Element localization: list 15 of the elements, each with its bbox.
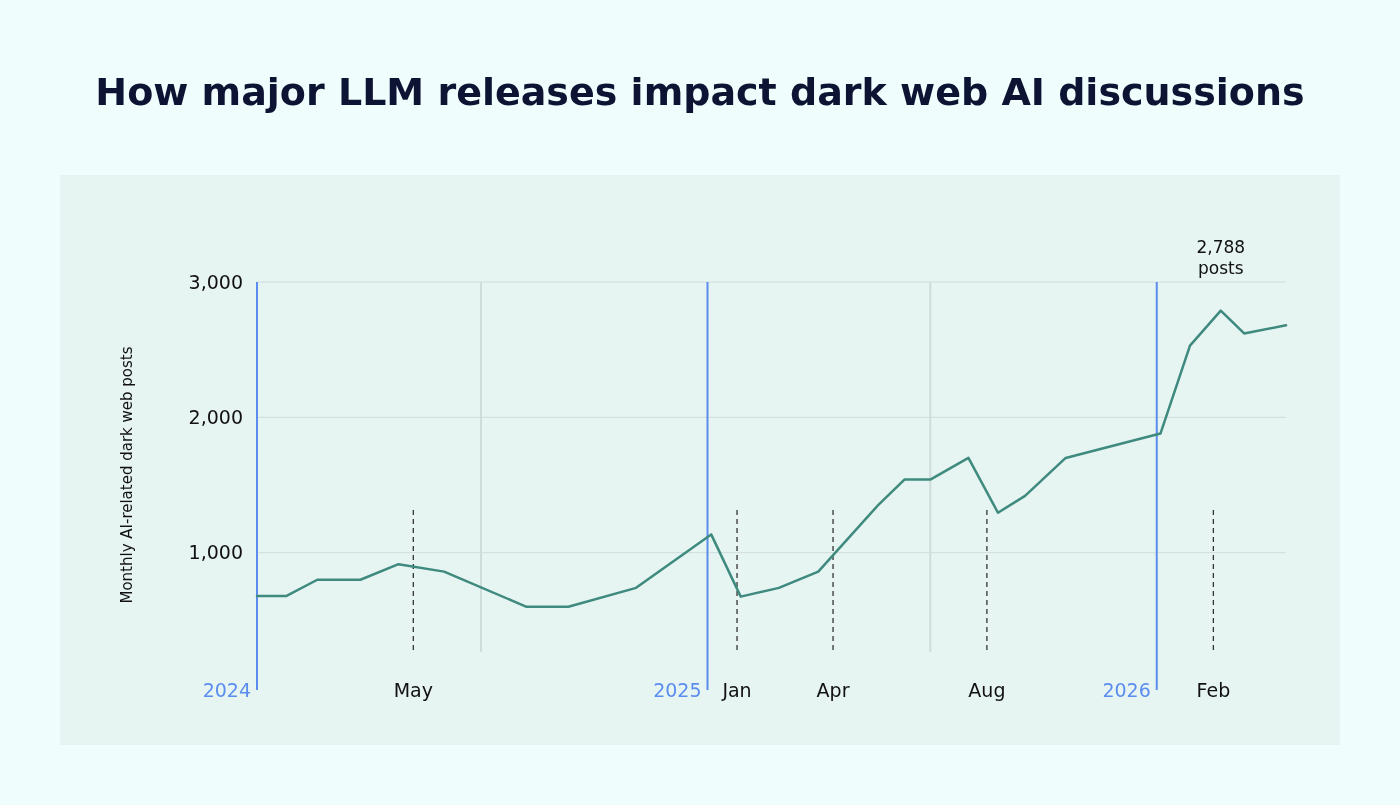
x-tick-label: Apr xyxy=(816,678,850,701)
ref-line-label: 2025 xyxy=(653,678,702,701)
y-axis-title: Monthly AI-related dark web posts xyxy=(118,346,136,604)
annotation: 2,788 posts xyxy=(1196,236,1246,278)
y-tick-label: 1,000 xyxy=(188,541,243,564)
x-tick-label: Feb xyxy=(1196,678,1231,701)
chart-title: How major LLM releases impact dark web AI discussions xyxy=(95,70,1305,114)
line-series xyxy=(255,309,1288,609)
ref-line-label: 2024 xyxy=(202,678,251,701)
y-tick-label: 3,000 xyxy=(188,270,243,293)
ref-line-label: 2026 xyxy=(1102,678,1151,701)
x-tick-label: Aug xyxy=(968,678,1006,701)
x-tick-label: May xyxy=(393,678,433,701)
x-tick-label: Jan xyxy=(721,678,752,701)
y-tick-label: 2,000 xyxy=(188,405,243,428)
